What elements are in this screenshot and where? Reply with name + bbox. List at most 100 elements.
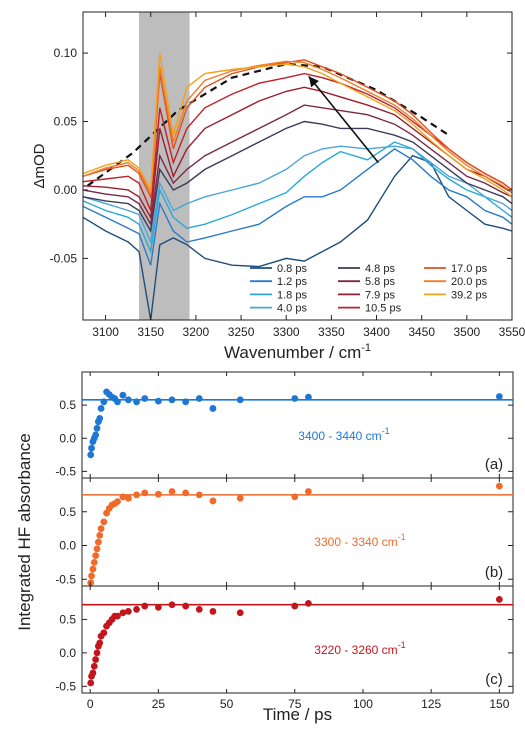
data-point xyxy=(88,444,95,452)
data-point xyxy=(209,405,217,412)
dashed-guide-line xyxy=(86,62,450,187)
arrow-shaft xyxy=(308,75,379,164)
series-line-20-0-ps xyxy=(83,60,512,196)
data-point xyxy=(154,490,162,498)
data-point xyxy=(236,609,244,617)
data-point xyxy=(291,493,299,501)
data-point xyxy=(92,431,100,439)
data-point xyxy=(93,545,101,553)
data-point xyxy=(495,482,503,490)
data-point xyxy=(92,552,100,560)
data-point xyxy=(87,579,95,587)
y-tick-label: 0.00 xyxy=(54,183,78,197)
x-tick-label: 3400 xyxy=(363,325,390,339)
panel-letter: (b) xyxy=(485,564,503,581)
x-axis-title-sup: -1 xyxy=(361,342,371,354)
data-point xyxy=(291,602,299,610)
y-tick-label: 0.5 xyxy=(59,612,76,626)
shared-y-axis-title: Integrated HF absorbance xyxy=(15,433,34,631)
x-tick-label: 100 xyxy=(353,697,373,711)
data-point xyxy=(87,451,95,459)
legend-label: 4.0 ps xyxy=(277,303,307,315)
data-point xyxy=(96,531,104,539)
data-point xyxy=(89,669,97,677)
legend-label: 0.8 ps xyxy=(277,263,307,275)
x-tick-label: 50 xyxy=(220,697,234,711)
data-point xyxy=(305,488,312,495)
x-axis-title: Time / ps xyxy=(263,705,332,724)
y-tick-label: -0.5 xyxy=(55,464,76,478)
data-point xyxy=(195,606,203,613)
data-point xyxy=(209,608,217,615)
x-tick-label: 75 xyxy=(288,697,302,711)
data-point xyxy=(90,662,98,670)
data-point xyxy=(119,493,127,501)
legend-label: 1.8 ps xyxy=(277,289,307,301)
data-point xyxy=(133,606,140,613)
y-tick-label: -0.5 xyxy=(55,679,76,693)
series-line-1-8-ps xyxy=(83,141,512,255)
y-tick-label: 0.5 xyxy=(59,398,76,412)
series-line-4-0-ps xyxy=(83,145,512,245)
kinetics-panel-b: -0.5 0.0 0.5 3300 - 3340 cm-1 (b) xyxy=(55,477,514,587)
data-point xyxy=(93,424,101,432)
data-point xyxy=(96,414,104,422)
data-point xyxy=(119,609,127,617)
data-point xyxy=(236,494,244,502)
x-tick-label: 3150 xyxy=(137,325,164,339)
range-label-main: 3300 - 3340 cm xyxy=(314,535,397,549)
data-point xyxy=(133,398,140,406)
legend-label: 39.2 ps xyxy=(451,289,488,301)
y-axis-title: ΔmOD xyxy=(31,143,48,188)
data-point xyxy=(100,518,108,526)
data-point xyxy=(195,395,203,402)
data-point xyxy=(114,612,121,620)
x-tick-label: 3450 xyxy=(408,325,435,339)
data-point xyxy=(94,538,102,546)
series-line-1-2-ps xyxy=(83,148,512,266)
x-axis-title-main: Wavenumber / cm xyxy=(224,343,361,362)
data-point xyxy=(141,489,149,497)
data-point xyxy=(305,393,312,401)
top-plot-frame xyxy=(82,11,513,321)
data-point xyxy=(124,494,132,502)
panel-frame xyxy=(81,585,514,694)
data-point xyxy=(114,398,121,406)
data-point xyxy=(305,599,312,607)
y-tick-label: 0.10 xyxy=(54,46,78,60)
y-tick-label: -0.05 xyxy=(50,251,78,265)
legend-label: 4.8 ps xyxy=(365,263,395,275)
data-point xyxy=(96,639,104,647)
data-point xyxy=(182,602,190,610)
data-point xyxy=(168,488,176,495)
range-label-sup: -1 xyxy=(398,532,406,542)
data-point xyxy=(291,395,299,402)
legend-label: 5.8 ps xyxy=(365,276,395,288)
kinetics-panel-c: -0.5 0.0 0.5 3220 - 3260 cm-1 (c) xyxy=(55,585,514,694)
y-tick-label: 0.0 xyxy=(59,539,76,553)
range-label-main: 3400 - 3440 cm xyxy=(298,429,381,443)
data-point xyxy=(93,649,101,657)
series-line-0-8-ps xyxy=(83,154,512,320)
range-label-sup: -1 xyxy=(398,640,406,650)
legend-label: 10.5 ps xyxy=(365,303,402,315)
range-label: 3300 - 3340 cm-1 xyxy=(314,532,405,549)
data-point xyxy=(89,565,97,573)
series-line-4-8-ps xyxy=(83,120,512,234)
x-tick-label: 3550 xyxy=(499,325,525,339)
spectra-panel: 3100 3150 3200 3250 3300 3350 3400 3450 3500 3550… xyxy=(31,11,525,362)
data-point xyxy=(124,608,132,615)
y-tick-label: 0.0 xyxy=(59,646,76,660)
panel-letter: (a) xyxy=(485,456,503,473)
panel-frame xyxy=(81,371,514,479)
arrow-head xyxy=(308,76,319,88)
data-point xyxy=(92,656,100,663)
data-point xyxy=(154,397,162,405)
data-point xyxy=(90,558,98,566)
range-label-sup: -1 xyxy=(382,426,390,436)
x-tick-label: 3250 xyxy=(228,325,255,339)
data-point xyxy=(124,396,132,404)
range-label-main: 3220 - 3260 cm xyxy=(314,643,397,657)
